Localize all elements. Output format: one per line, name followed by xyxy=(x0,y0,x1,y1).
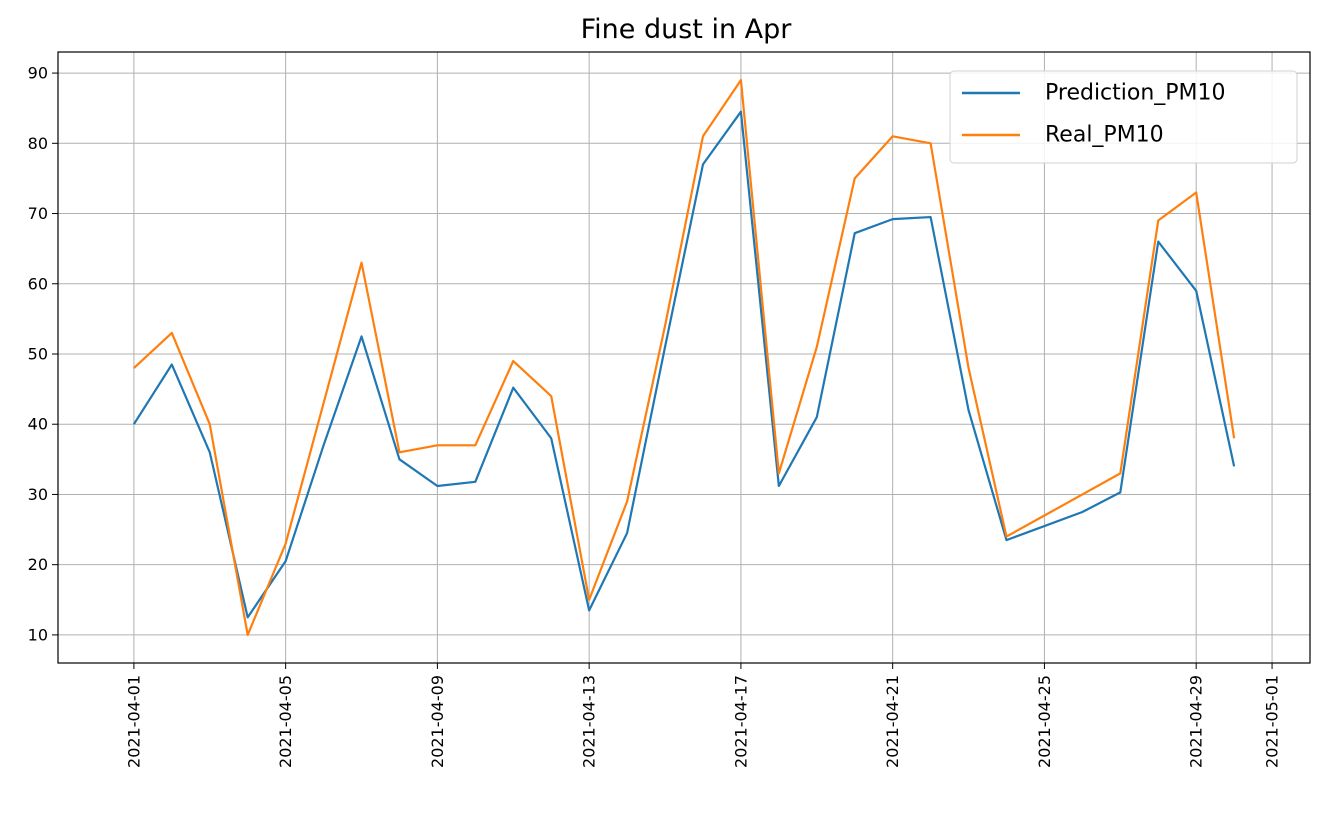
y-tick-label: 20 xyxy=(28,555,48,574)
x-tick-label: 2021-04-21 xyxy=(883,675,902,768)
x-tick-label: 2021-04-29 xyxy=(1187,675,1206,768)
plot-frame xyxy=(57,51,1311,664)
series-line-real-pm10 xyxy=(133,78,1236,637)
x-axis: 2021-04-01 2021-04-05 2021-04-09 2021-04-13… xyxy=(124,663,1282,768)
y-tick-label: 90 xyxy=(28,64,48,83)
x-tick-label: 2021-04-05 xyxy=(276,675,295,768)
y-tick-label: 50 xyxy=(28,344,48,363)
legend-label: Real_PM10 xyxy=(1045,123,1164,148)
series-layer xyxy=(132,78,1236,637)
legend[interactable]: Prediction_PM10 Real_PM10 xyxy=(949,70,1298,164)
series-line-prediction-pm10 xyxy=(132,110,1236,619)
y-tick-label: 30 xyxy=(28,485,48,504)
x-tick-label: 2021-04-25 xyxy=(1035,675,1054,768)
x-tick-label: 2021-04-17 xyxy=(731,675,750,768)
x-tick-label: 2021-04-09 xyxy=(428,675,447,768)
x-tick-label: 2021-04-01 xyxy=(124,675,143,768)
x-tick-label: 2021-05-01 xyxy=(1263,675,1282,768)
y-tick-label: 70 xyxy=(28,204,48,223)
y-axis: 10 20 30 40 50 60 70 80 90 xyxy=(28,64,58,644)
y-tick-label: 60 xyxy=(28,274,48,293)
y-tick-label: 80 xyxy=(28,134,48,153)
y-tick-label: 10 xyxy=(28,625,48,644)
x-tick-label: 2021-04-13 xyxy=(580,675,599,768)
legend-box xyxy=(949,70,1298,164)
chart-title: Fine dust in Apr xyxy=(581,14,793,45)
y-tick-label: 40 xyxy=(28,415,48,434)
legend-label: Prediction_PM10 xyxy=(1045,81,1226,106)
